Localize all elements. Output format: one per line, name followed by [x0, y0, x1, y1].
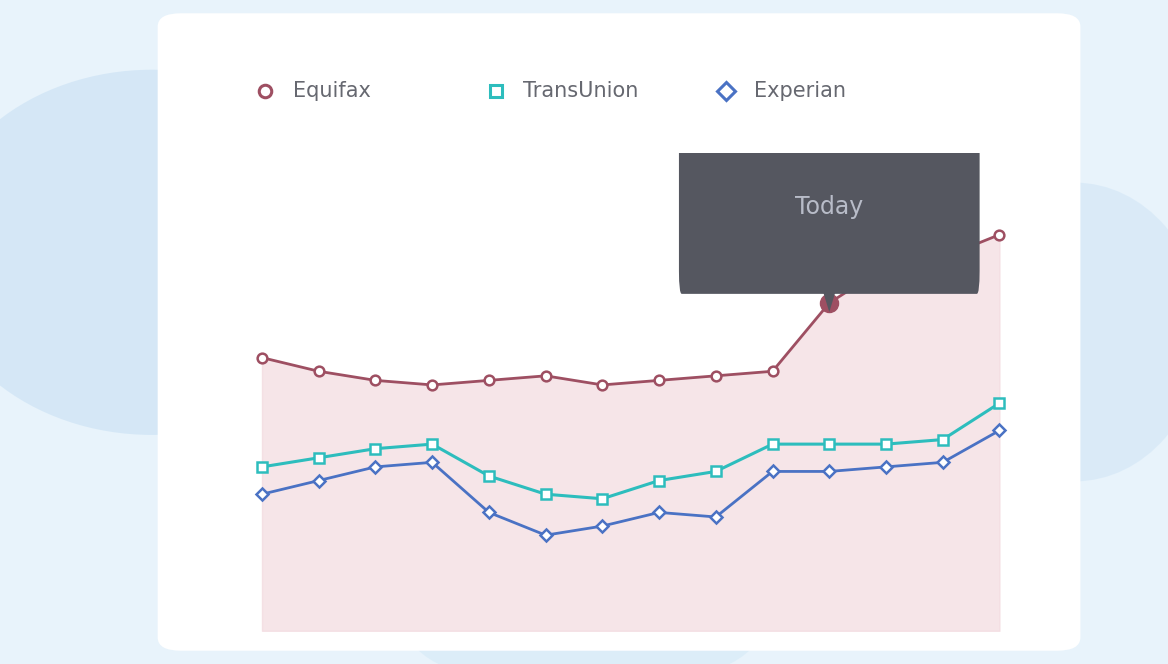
Text: Equifax: Equifax — [293, 81, 371, 101]
FancyBboxPatch shape — [158, 13, 1080, 651]
Polygon shape — [816, 271, 842, 312]
Text: Today: Today — [795, 195, 863, 219]
Text: 760: 760 — [753, 96, 905, 165]
Ellipse shape — [409, 571, 759, 664]
Ellipse shape — [946, 183, 1168, 481]
FancyBboxPatch shape — [679, 11, 980, 294]
Text: TransUnion: TransUnion — [523, 81, 639, 101]
Ellipse shape — [0, 70, 374, 435]
Text: Experian: Experian — [753, 81, 846, 101]
